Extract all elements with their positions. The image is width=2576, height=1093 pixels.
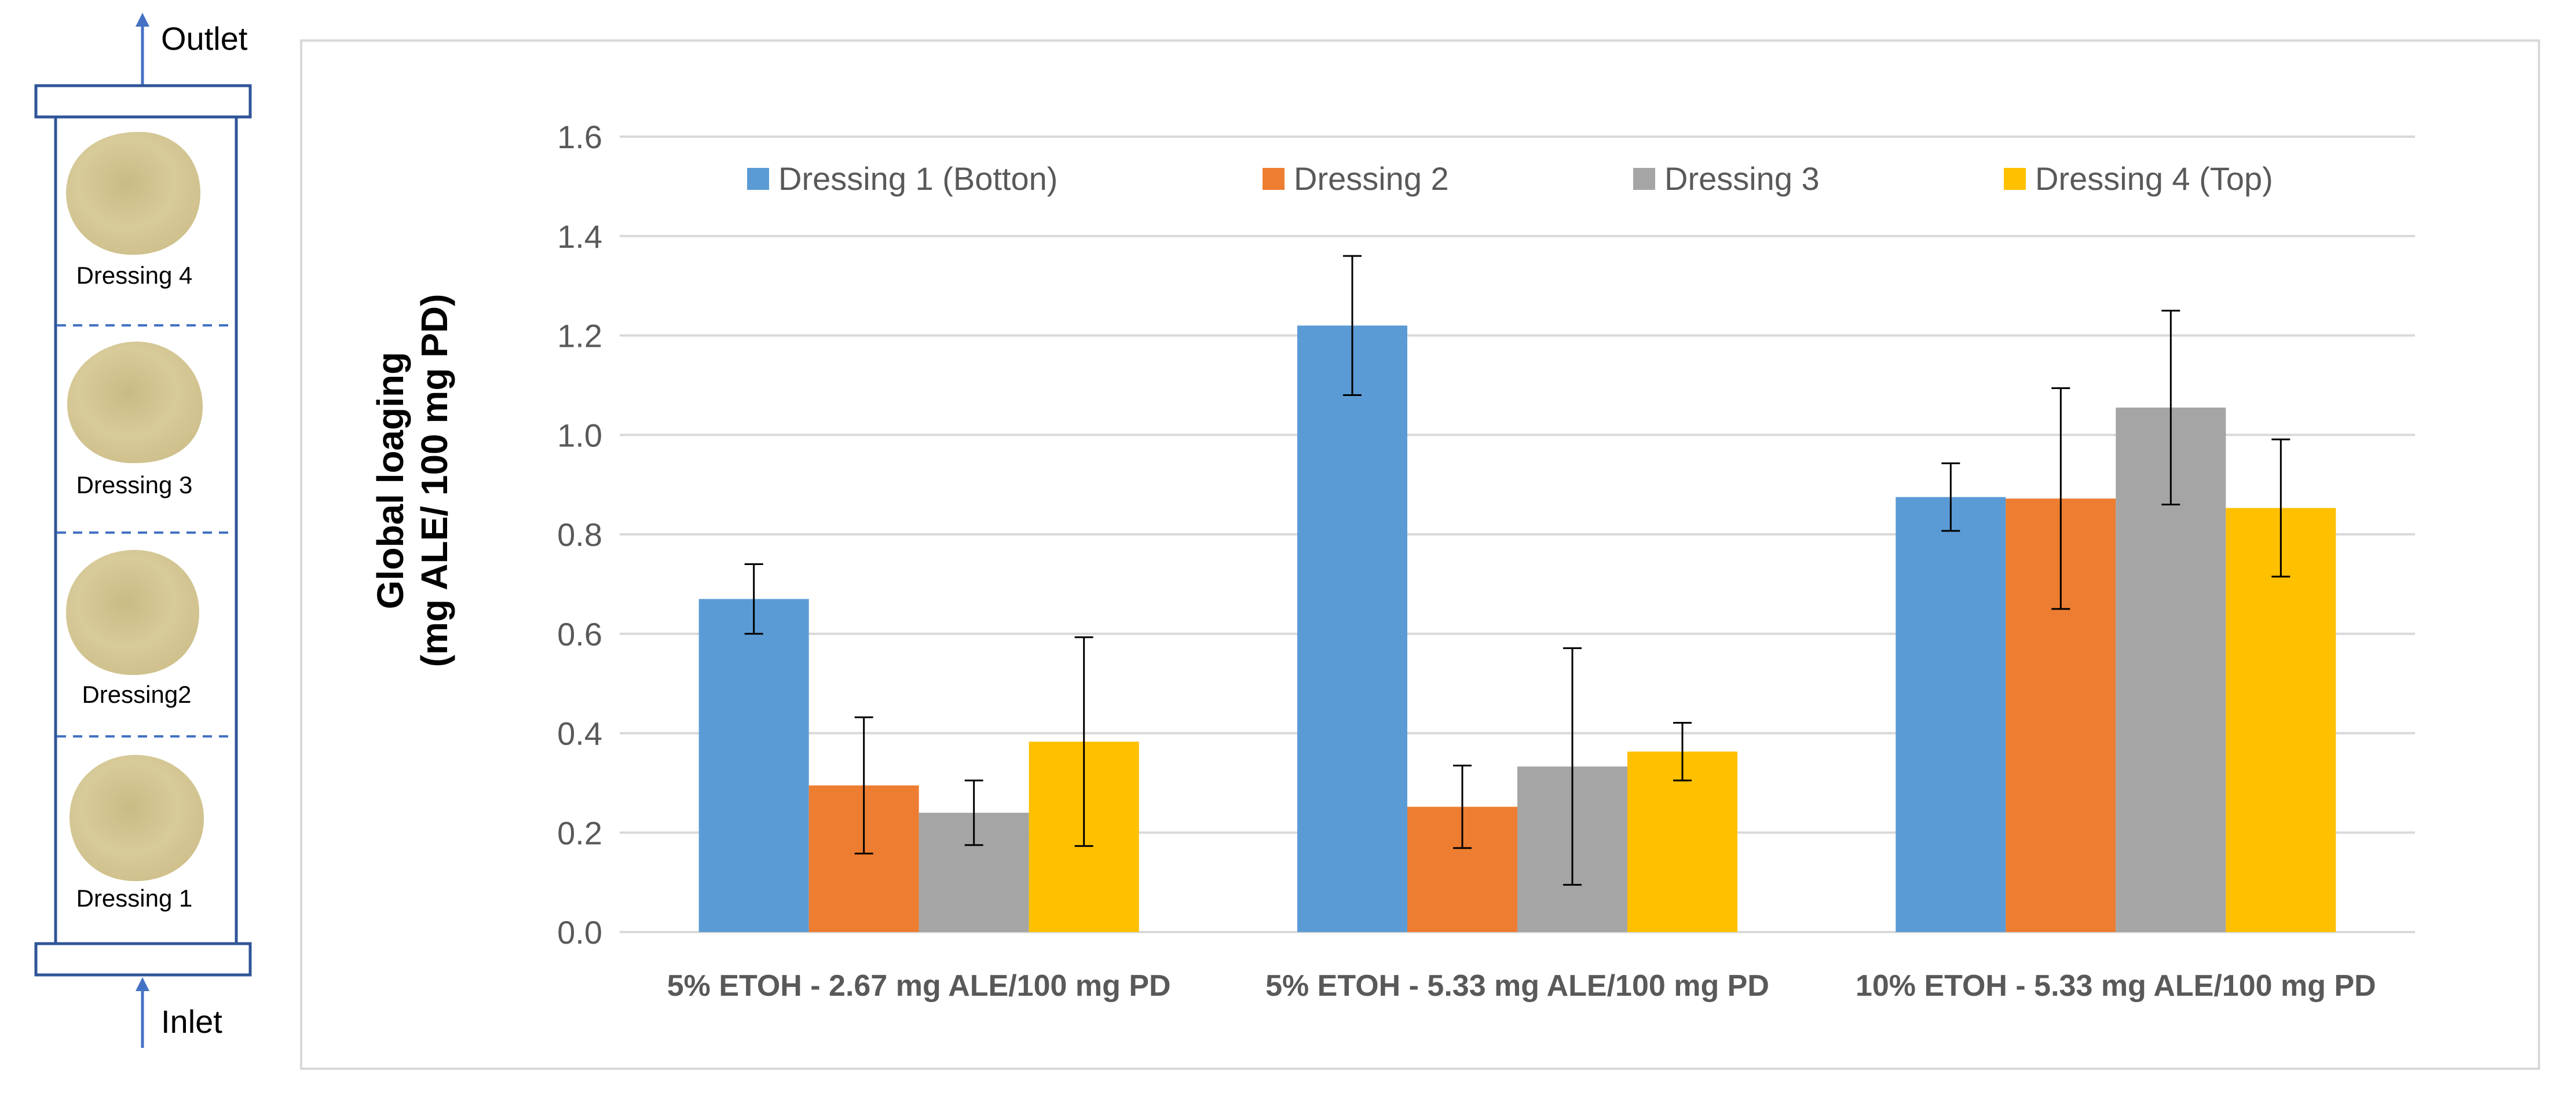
y-tick-label: 0.6 <box>557 616 602 652</box>
inlet-arrowhead-icon <box>136 977 149 991</box>
y-tick-label: 1.2 <box>557 318 602 354</box>
stage-label: Dressing 3 <box>76 471 193 498</box>
column-diagram: Outlet Dressing 4 Dressing 3 Dressing2 D… <box>34 13 252 1048</box>
y-tick-label: 0.2 <box>557 815 602 851</box>
bar <box>1896 497 2006 932</box>
y-tick-label: 1.4 <box>557 218 602 255</box>
dressing-2-image <box>66 549 199 675</box>
bar <box>1627 751 1737 932</box>
stage-label: Dressing2 <box>82 681 191 708</box>
outlet-label: Outlet <box>161 20 248 57</box>
y-axis-title-line1: Global loaging <box>369 352 411 609</box>
y-tick-label: 0.0 <box>557 914 602 951</box>
stage-label: Dressing 4 <box>76 262 193 289</box>
x-category-label: 10% ETOH - 5.33 mg ALE/100 mg PD <box>1856 969 2376 1003</box>
y-tick-label: 1.0 <box>557 417 602 453</box>
stage-label: Dressing 1 <box>76 885 193 912</box>
y-tick-labels: 0.0 0.2 0.4 0.6 0.8 1.0 1.2 1.4 1.6 <box>557 119 602 951</box>
legend: Dressing 1 (Botton) Dressing 2 Dressing 3 D… <box>747 160 2273 197</box>
column-top-cap <box>34 84 252 119</box>
y-tick-label: 0.4 <box>557 716 602 752</box>
legend-swatch <box>2004 168 2026 190</box>
outlet-arrowhead-icon <box>136 13 149 27</box>
legend-swatch <box>1633 168 1655 190</box>
y-axis-title-line2: (mg ALE/ 100 mg PD) <box>414 294 455 667</box>
legend-swatch <box>1263 168 1285 190</box>
bar <box>2226 508 2336 932</box>
error-bars <box>744 255 2290 886</box>
bar <box>1297 325 1407 933</box>
bar <box>698 599 809 932</box>
y-tick-label: 1.6 <box>557 119 602 155</box>
legend-swatch <box>747 168 769 190</box>
column-bottom-cap <box>34 942 252 977</box>
dressing-3-image <box>67 342 203 464</box>
legend-label: Dressing 2 <box>1294 160 1449 197</box>
bars <box>698 325 2336 933</box>
dressing-4-image <box>66 131 201 255</box>
legend-label: Dressing 4 (Top) <box>2035 160 2273 197</box>
dressing-1-image <box>69 755 204 881</box>
legend-label: Dressing 1 (Botton) <box>778 160 1058 197</box>
y-axis-title: Global loaging (mg ALE/ 100 mg PD) <box>369 294 455 667</box>
x-category-labels: 5% ETOH - 2.67 mg ALE/100 mg PD 5% ETOH -… <box>667 969 2376 1003</box>
inlet-label: Inlet <box>161 1003 222 1040</box>
y-tick-label: 0.8 <box>557 516 602 553</box>
x-category-label: 5% ETOH - 5.33 mg ALE/100 mg PD <box>1265 969 1769 1003</box>
legend-label: Dressing 3 <box>1664 160 1820 197</box>
x-category-label: 5% ETOH - 2.67 mg ALE/100 mg PD <box>667 969 1171 1003</box>
